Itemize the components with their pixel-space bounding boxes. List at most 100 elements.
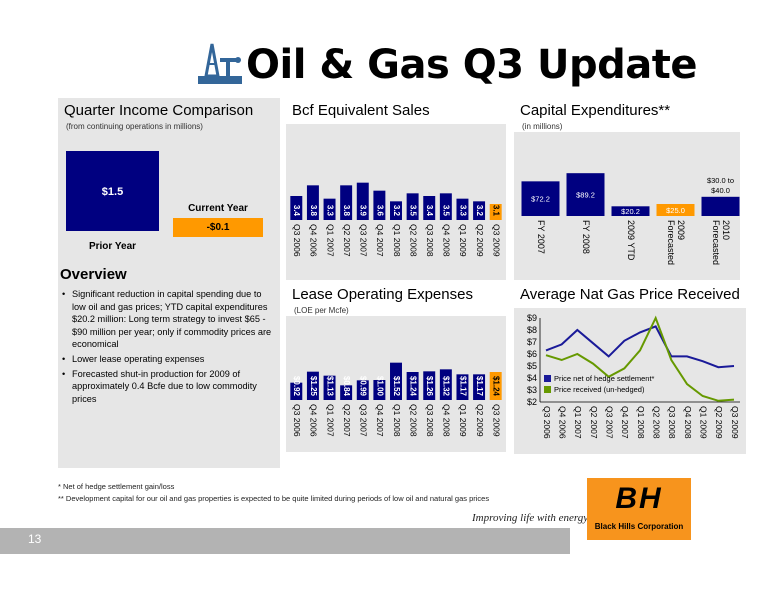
x-tick-label: Q4 2008 (442, 404, 452, 437)
current-year-label: Current Year (188, 203, 248, 214)
x-tick-label: 2009 (676, 220, 686, 240)
bar (290, 196, 303, 220)
bar-value-label: 3.2 (392, 205, 401, 217)
y-tick-label: $8 (527, 325, 537, 335)
bar-value-label: $1.32 (442, 376, 451, 397)
bar (456, 374, 469, 400)
page-number: 13 (28, 532, 42, 546)
x-tick-label: Q4 2006 (309, 224, 319, 257)
bar (340, 185, 353, 220)
bar (566, 173, 605, 216)
gas-price-title: Average Nat Gas Price Received (520, 286, 740, 303)
bar-value-label: $40.0 (711, 186, 730, 195)
bar (390, 201, 402, 220)
bar-value-label: 3.5 (442, 205, 451, 217)
x-tick-label: Q4 2007 (620, 406, 630, 439)
bar-value-label: 3.3 (458, 205, 467, 217)
y-tick-label: $9 (527, 313, 537, 323)
bar-value-label: $0.99 (359, 376, 368, 397)
bar (423, 196, 436, 220)
bar-value-label: 3.4 (292, 205, 301, 217)
x-tick-label: Q4 2006 (557, 406, 567, 439)
x-tick-label: 2010 (721, 220, 731, 240)
x-tick-label: Q4 2008 (683, 406, 693, 439)
loe-panel: Lease Operating Expenses (LOE per Mcfe) … (286, 282, 506, 452)
overview-list: Significant reduction in capital spendin… (62, 288, 274, 407)
prior-year-label: Prior Year (88, 241, 137, 252)
y-tick-label: $2 (527, 397, 537, 407)
x-tick-label: Forecasted (666, 220, 676, 265)
x-tick-label: Q1 2008 (392, 404, 402, 437)
bar (473, 374, 486, 400)
loe-subtitle: (LOE per Mcfe) (294, 306, 349, 315)
logo-mark (587, 478, 691, 540)
bar (456, 198, 469, 220)
bar-value-label: $1.17 (475, 376, 484, 397)
x-tick-label: Q1 2007 (325, 404, 335, 437)
prior-year-bar (66, 151, 159, 231)
bar-value-label: $25.0 (666, 206, 685, 215)
bar-value-label: $89.2 (576, 191, 595, 200)
bar-value-label: 3.5 (409, 205, 418, 217)
legend-swatch (544, 386, 551, 393)
bar (306, 185, 319, 220)
bar-value-label: 3.6 (375, 205, 384, 217)
bar (423, 371, 436, 400)
bar-value-label: $0.84 (342, 376, 351, 397)
y-tick-label: $7 (527, 337, 537, 347)
quarter-income-subtitle: (from continuing operations in millions) (66, 122, 203, 131)
bar-value-label: $20.2 (621, 207, 640, 216)
bar (701, 196, 740, 216)
x-tick-label: Q3 2007 (359, 404, 369, 437)
oil-derrick-icon (198, 43, 242, 84)
y-tick-label: $3 (527, 385, 537, 395)
bar (306, 371, 319, 400)
legend-swatch (544, 375, 551, 382)
x-tick-label: Q2 2009 (475, 224, 485, 257)
x-tick-label: Q1 2008 (392, 224, 402, 257)
bcf-sales-title: Bcf Equivalent Sales (292, 102, 430, 119)
x-tick-label: Q1 2009 (698, 406, 708, 439)
x-tick-label: FY 2008 (581, 220, 591, 254)
legend-label: Price net of hedge settlement* (554, 374, 655, 383)
x-tick-label: Q1 2007 (573, 406, 583, 439)
bar-value-label: $0.92 (292, 376, 301, 397)
bar (356, 380, 369, 400)
bcf-sales-panel: Bcf Equivalent Sales 3.4 Q3 2006 3.8 Q4 200… (286, 98, 506, 280)
bar (340, 385, 353, 400)
current-year-bar (173, 218, 263, 237)
x-tick-label: Q3 2006 (542, 406, 552, 439)
bar-value-label: 3.1 (492, 205, 501, 217)
x-tick-label: Q2 2008 (408, 224, 418, 257)
y-tick-label: $4 (527, 373, 537, 383)
bar (323, 198, 336, 220)
loe-chart: $0.92 Q3 2006 $1.25 Q4 2006 $1.13 Q1 2007 $0.8… (286, 316, 506, 452)
bar (439, 369, 452, 400)
y-tick-label: $6 (527, 349, 537, 359)
bar (356, 182, 369, 220)
bar-value-label: 3.2 (475, 205, 484, 217)
x-tick-label: Q1 2009 (458, 404, 468, 437)
x-tick-label: Q3 2009 (491, 404, 501, 437)
current-year-value: -$0.1 (206, 222, 230, 233)
x-tick-label: Q3 2008 (425, 224, 435, 257)
x-tick-label: Q2 2009 (714, 406, 724, 439)
capex-range-label: $30.0 to (707, 176, 734, 185)
x-tick-label: Q4 2007 (375, 404, 385, 437)
page-title: Oil & Gas Q3 Update (246, 42, 697, 88)
slide-title-area: Oil & Gas Q3 Update (0, 38, 776, 88)
bar-value-label: $1.24 (492, 376, 501, 397)
bar (473, 201, 486, 220)
x-tick-label: Q3 2009 (491, 224, 501, 257)
x-tick-label: Q4 2008 (442, 224, 452, 257)
x-tick-label: Q3 2008 (667, 406, 677, 439)
x-tick-label: Q1 2009 (458, 224, 468, 257)
y-tick-label: $5 (527, 361, 537, 371)
bar-value-label: $1.24 (409, 376, 418, 397)
company-logo: BH Black Hills Corporation (587, 478, 691, 540)
bar-value-label: $1.00 (375, 376, 384, 397)
quarter-income-panel: Quarter Income Comparison (from continui… (58, 98, 280, 254)
x-tick-label: Q2 2009 (475, 404, 485, 437)
bar-value-label: $72.2 (531, 195, 550, 204)
x-tick-label: Q2 2007 (342, 224, 352, 257)
